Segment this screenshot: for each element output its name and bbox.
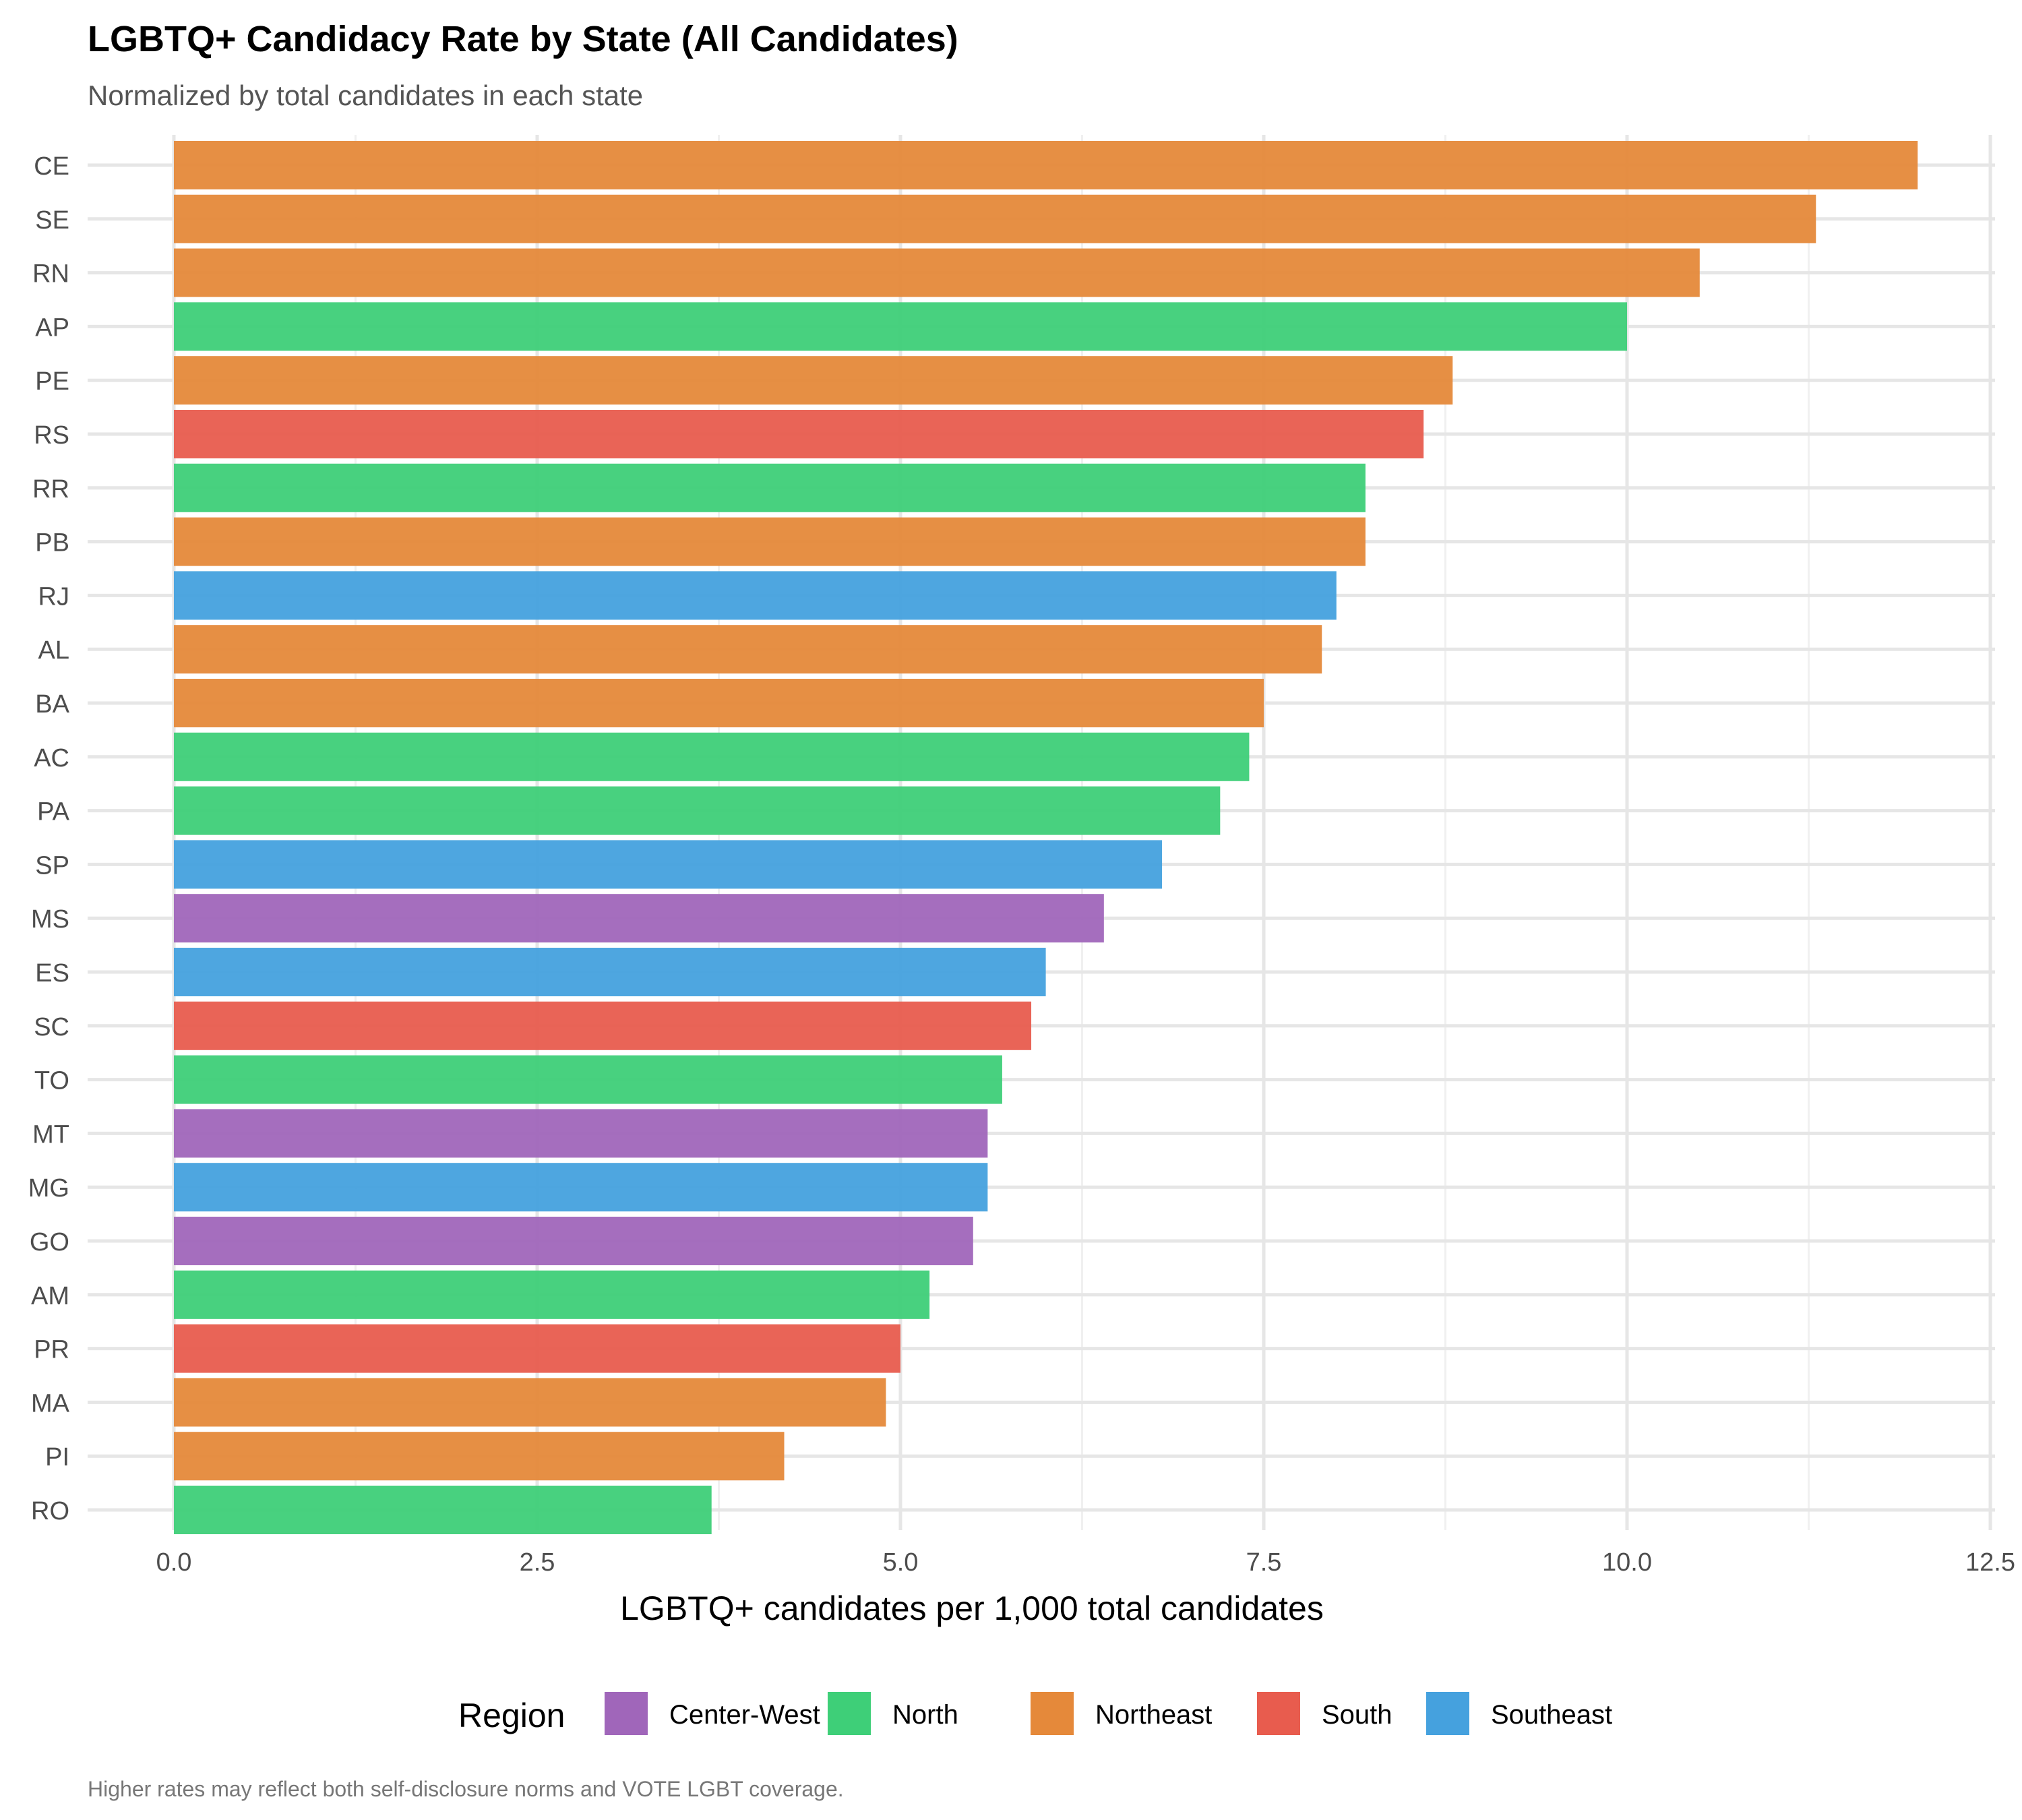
- x-axis-tick-labels: 0.0 2.5 5.0 7.5 10.0 12.5: [156, 1548, 2015, 1577]
- bar-rs: [174, 410, 1424, 458]
- x-tick-label: 12.5: [1965, 1548, 2015, 1577]
- y-tick-label: SP: [35, 851, 69, 880]
- y-tick-label: RS: [34, 421, 69, 450]
- bar-mt: [174, 1109, 988, 1158]
- y-tick-label: RN: [32, 260, 69, 289]
- bar-go: [174, 1217, 973, 1265]
- y-tick-label: GO: [30, 1228, 69, 1256]
- bar-mg: [174, 1163, 988, 1212]
- y-tick-label: AC: [34, 744, 69, 772]
- y-tick-label: SE: [35, 206, 69, 235]
- legend-key-center-west: [605, 1692, 648, 1735]
- bar-pa: [174, 786, 1221, 835]
- bar-es: [174, 948, 1046, 996]
- bar-pe: [174, 356, 1453, 405]
- bar-al: [174, 625, 1322, 674]
- bar-ac: [174, 732, 1250, 781]
- bar-sp: [174, 840, 1163, 889]
- legend-label: Center-West: [669, 1700, 820, 1730]
- y-tick-label: TO: [34, 1067, 69, 1095]
- x-tick-label: 7.5: [1246, 1548, 1282, 1577]
- y-axis-tick-labels: CE SE RN AP PE RS RR PB RJ AL BA AC PA SP MS ES SC TO MT MG…: [28, 152, 70, 1525]
- bar-ap: [174, 302, 1627, 351]
- bar-rj: [174, 571, 1337, 620]
- bar-ms: [174, 894, 1104, 943]
- legend-key-north: [828, 1692, 871, 1735]
- bar-sc: [174, 1001, 1032, 1050]
- legend-label: Southeast: [1491, 1700, 1612, 1730]
- bar-ma: [174, 1378, 886, 1427]
- bar-pi: [174, 1432, 785, 1481]
- x-tick-label: 0.0: [156, 1548, 192, 1577]
- y-tick-label: ES: [35, 959, 69, 988]
- x-axis-title: LGBTQ+ candidates per 1,000 total candid…: [620, 1589, 1324, 1627]
- chart-title: LGBTQ+ Candidacy Rate by State (All Cand…: [88, 19, 958, 59]
- y-tick-label: PR: [34, 1336, 69, 1364]
- y-tick-label: MA: [31, 1389, 70, 1418]
- legend-title: Region: [458, 1697, 565, 1734]
- y-tick-label: RO: [31, 1497, 69, 1525]
- chart-caption: Higher rates may reflect both self-discl…: [88, 1777, 844, 1801]
- bar-ba: [174, 679, 1264, 727]
- y-tick-label: RR: [32, 475, 69, 504]
- chart-subtitle: Normalized by total candidates in each s…: [88, 80, 643, 111]
- y-tick-label: MS: [31, 905, 69, 934]
- legend-key-southeast: [1426, 1692, 1469, 1735]
- legend-key-south: [1257, 1692, 1300, 1735]
- y-tick-label: MG: [28, 1174, 69, 1203]
- bar-ce: [174, 141, 1918, 189]
- x-tick-label: 10.0: [1602, 1548, 1652, 1577]
- y-tick-label: PB: [35, 529, 69, 557]
- y-tick-label: PI: [45, 1443, 69, 1472]
- y-tick-label: CE: [34, 152, 69, 181]
- legend: Region Center-West North Northeast South Sou…: [458, 1692, 1612, 1735]
- y-tick-label: AP: [35, 313, 69, 342]
- x-tick-label: 2.5: [520, 1548, 555, 1577]
- legend-label: North: [892, 1700, 958, 1730]
- bar-am: [174, 1270, 930, 1319]
- bar-se: [174, 194, 1816, 243]
- y-tick-label: SC: [34, 1013, 69, 1041]
- legend-label: Northeast: [1095, 1700, 1212, 1730]
- y-tick-label: PE: [35, 367, 69, 396]
- bar-rn: [174, 248, 1700, 297]
- y-tick-label: AL: [38, 636, 69, 665]
- bar-rr: [174, 463, 1366, 512]
- bars: [174, 141, 1918, 1534]
- y-tick-label: AM: [31, 1282, 69, 1310]
- x-tick-label: 5.0: [883, 1548, 919, 1577]
- y-tick-label: BA: [35, 690, 69, 719]
- bar-pr: [174, 1324, 900, 1373]
- legend-label: South: [1322, 1700, 1392, 1730]
- bar-to: [174, 1055, 1002, 1104]
- legend-key-northeast: [1031, 1692, 1074, 1735]
- y-tick-label: MT: [32, 1120, 69, 1149]
- bar-ro: [174, 1486, 712, 1534]
- bar-pb: [174, 517, 1366, 566]
- y-tick-label: RJ: [38, 582, 69, 611]
- y-tick-label: PA: [37, 798, 70, 826]
